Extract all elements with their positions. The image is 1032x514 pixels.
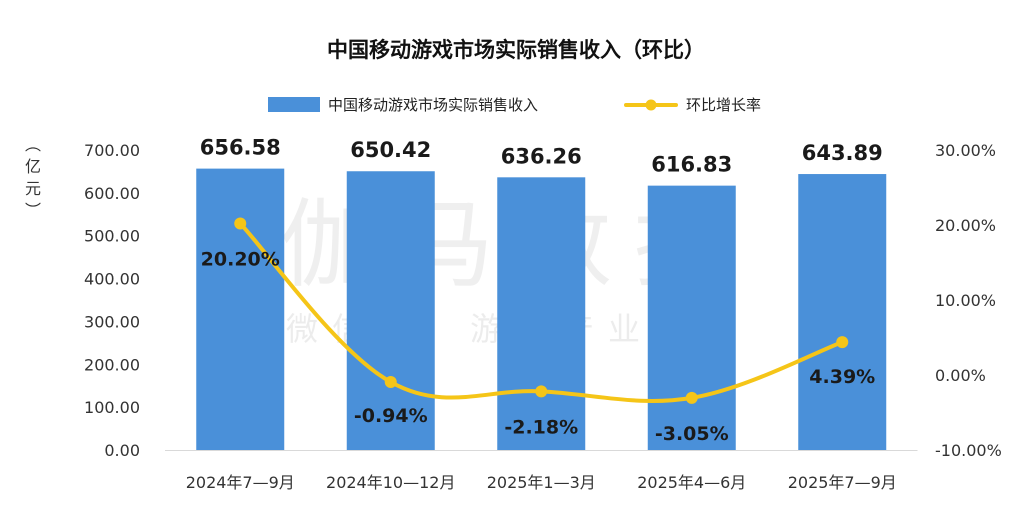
y-left-tick: 600.00 xyxy=(84,184,140,203)
bar-value-label: 656.58 xyxy=(200,136,281,160)
y-right-tick: 10.00% xyxy=(935,291,996,310)
y-axis-title: ︵亿元︶ xyxy=(25,135,41,220)
bar xyxy=(196,168,285,450)
legend-label-bars: 中国移动游戏市场实际销售收入 xyxy=(328,96,538,114)
bar-value-label: 636.26 xyxy=(501,144,582,168)
bar-value-label: 616.83 xyxy=(651,153,732,177)
y-left-tick: 400.00 xyxy=(84,270,140,289)
bar xyxy=(798,174,887,450)
y-right-tick: 30.00% xyxy=(935,141,996,160)
line-value-label: -0.94% xyxy=(354,405,428,427)
line-point xyxy=(384,376,397,389)
bar xyxy=(346,171,435,450)
y-right-tick: -10.00% xyxy=(935,441,1002,460)
legend-swatch-bars xyxy=(268,97,320,112)
x-tick-label: 2024年10—12月 xyxy=(326,473,455,492)
line-value-label: -3.05% xyxy=(655,423,729,445)
line-value-label: 4.39% xyxy=(809,366,875,388)
bar xyxy=(497,177,586,450)
line-point xyxy=(836,336,849,349)
x-tick-label: 2025年1—3月 xyxy=(487,473,596,492)
bar-value-label: 650.42 xyxy=(350,138,431,162)
bar xyxy=(647,185,736,450)
y-left-tick: 300.00 xyxy=(84,312,140,331)
line-value-label: -2.18% xyxy=(504,416,578,438)
x-tick-label: 2025年4—6月 xyxy=(637,473,746,492)
y-right-tick: 20.00% xyxy=(935,216,996,235)
y-left-tick: 200.00 xyxy=(84,355,140,374)
y-left-tick: 500.00 xyxy=(84,227,140,246)
x-tick-label: 2025年7—9月 xyxy=(788,473,897,492)
y-left-tick: 700.00 xyxy=(84,141,140,160)
chart-title: 中国移动游戏市场实际销售收入（环比） xyxy=(327,38,705,62)
line-point xyxy=(685,391,698,404)
bar-value-label: 643.89 xyxy=(802,141,883,165)
line-point xyxy=(535,385,548,398)
y-left-tick: 100.00 xyxy=(84,398,140,417)
line-value-label: 20.20% xyxy=(201,249,280,271)
y-right-tick: 0.00% xyxy=(935,366,986,385)
legend-marker-line xyxy=(645,99,657,111)
line-point xyxy=(234,217,247,230)
x-tick-label: 2024年7—9月 xyxy=(186,473,295,492)
legend-label-line: 环比增长率 xyxy=(686,96,761,114)
y-left-tick: 0.00 xyxy=(104,441,140,460)
